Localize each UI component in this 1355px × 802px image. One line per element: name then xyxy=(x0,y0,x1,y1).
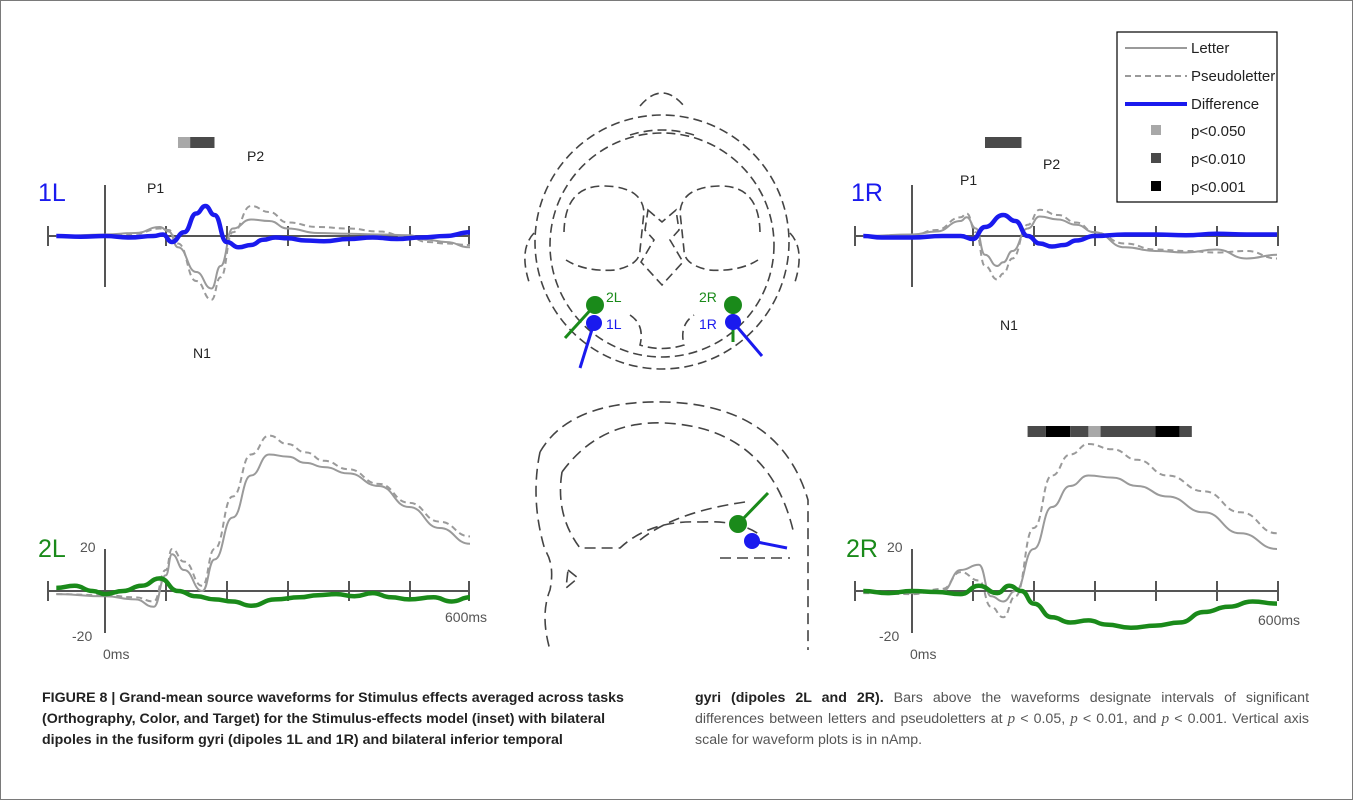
panel-1r: 1R P1 P2 N1 xyxy=(851,137,1279,333)
significance-bar xyxy=(177,137,191,148)
dipole-1l-label: 1L xyxy=(606,316,622,332)
dipole-side-green-marker xyxy=(729,515,747,533)
pseudoletter-series-line xyxy=(56,434,471,603)
legend-p001-swatch xyxy=(1151,181,1161,191)
dipole-2l-marker xyxy=(586,296,604,314)
panel-2r: 2R 20 -20 0ms 600ms xyxy=(846,426,1300,662)
significance-bar xyxy=(1027,426,1046,437)
x-tick-label: 600ms xyxy=(1258,612,1300,628)
significance-bar xyxy=(1155,426,1180,437)
significance-bar xyxy=(1179,426,1192,437)
peak-label-n1: N1 xyxy=(193,345,211,361)
significance-bar xyxy=(1045,426,1071,437)
panel-title: 2R xyxy=(846,535,878,563)
x-tick-label: 0ms xyxy=(910,646,936,662)
legend-difference-label: Difference xyxy=(1191,96,1259,113)
legend: Letter Pseudoletter Difference p<0.050 p… xyxy=(1116,31,1278,203)
legend-p050-swatch xyxy=(1151,125,1161,135)
legend-p050-label: p<0.050 xyxy=(1191,123,1246,140)
dipole-2r-marker xyxy=(724,296,742,314)
significance-bar xyxy=(1088,426,1101,437)
caption-right: gyri (dipoles 2L and 2R). Bars above the… xyxy=(695,688,1309,751)
legend-pseudoletter-label: Pseudoletter xyxy=(1191,68,1275,85)
dipoles-top: 2L 1L 2R 1R xyxy=(563,289,764,369)
dipole-2r-label: 2R xyxy=(699,289,717,305)
figure-canvas: Letter Pseudoletter Difference p<0.050 p… xyxy=(38,31,1300,662)
letter-series-line xyxy=(56,453,471,608)
difference-series-line xyxy=(56,203,471,250)
head-side-view xyxy=(535,401,809,651)
caption-right-text-c: < 0.01, and xyxy=(1077,711,1162,727)
panel-1l: 1L P1 P2 N1 xyxy=(38,137,471,361)
panel-title: 2L xyxy=(38,535,66,563)
y-tick-label: -20 xyxy=(879,628,899,644)
panel-2l: 2L 20 -20 0ms 600ms xyxy=(38,434,487,662)
legend-p010-label: p<0.010 xyxy=(1191,151,1246,168)
significance-bar xyxy=(1100,426,1156,437)
caption-p-symbol: p xyxy=(1161,711,1170,727)
legend-box xyxy=(1116,31,1278,203)
significance-bar xyxy=(190,137,215,148)
peak-label-p1: P1 xyxy=(147,180,164,196)
caption-p-symbol: p xyxy=(1070,711,1078,727)
pseudoletter-series-line xyxy=(863,442,1278,619)
pseudoletter-series-line xyxy=(863,208,1278,281)
panel-title: 1R xyxy=(851,179,883,207)
letter-series-line xyxy=(863,474,1278,603)
caption-right-text-b: < 0.05, xyxy=(1015,711,1071,727)
peak-label-n1: N1 xyxy=(1000,317,1018,333)
difference-series-line xyxy=(863,212,1277,249)
legend-p001-label: p<0.001 xyxy=(1191,179,1246,196)
letter-series-line xyxy=(56,218,471,290)
caption-right-text-d: < 0.001. Vertical axis scale for wavefor… xyxy=(695,711,1309,748)
significance-bar xyxy=(1070,426,1089,437)
panel-title: 1L xyxy=(38,179,66,207)
peak-label-p2: P2 xyxy=(247,148,264,164)
difference-series-line xyxy=(863,583,1278,631)
caption-left: FIGURE 8 | Grand-mean source waveforms f… xyxy=(42,690,624,748)
legend-p010-swatch xyxy=(1151,153,1161,163)
difference-series-line xyxy=(56,576,471,608)
dipole-1r-marker xyxy=(725,314,741,330)
x-tick-label: 600ms xyxy=(445,609,487,625)
significance-bar xyxy=(984,137,1022,148)
head-top-view xyxy=(524,92,800,370)
x-tick-label: 0ms xyxy=(103,646,129,662)
legend-letter-label: Letter xyxy=(1191,40,1229,57)
y-tick-label: 20 xyxy=(887,539,903,555)
caption-right-bold: gyri (dipoles 2L and 2R). xyxy=(695,690,884,706)
dipole-1r-label: 1R xyxy=(699,316,717,332)
caption-right-text-a: Bars above the waveforms designate inter… xyxy=(695,690,1310,727)
letter-series-line xyxy=(863,215,1278,268)
peak-label-p1: P1 xyxy=(960,172,977,188)
caption-p-symbol: p xyxy=(1007,711,1016,727)
dipole-1l-marker xyxy=(586,315,602,331)
peak-label-p2: P2 xyxy=(1043,156,1060,172)
pseudoletter-series-line xyxy=(56,204,471,301)
y-tick-label: -20 xyxy=(72,628,92,644)
dipole-side-blue-marker xyxy=(744,533,760,549)
dipoles-side xyxy=(729,491,788,550)
dipole-2l-label: 2L xyxy=(606,289,622,305)
y-tick-label: 20 xyxy=(80,539,96,555)
